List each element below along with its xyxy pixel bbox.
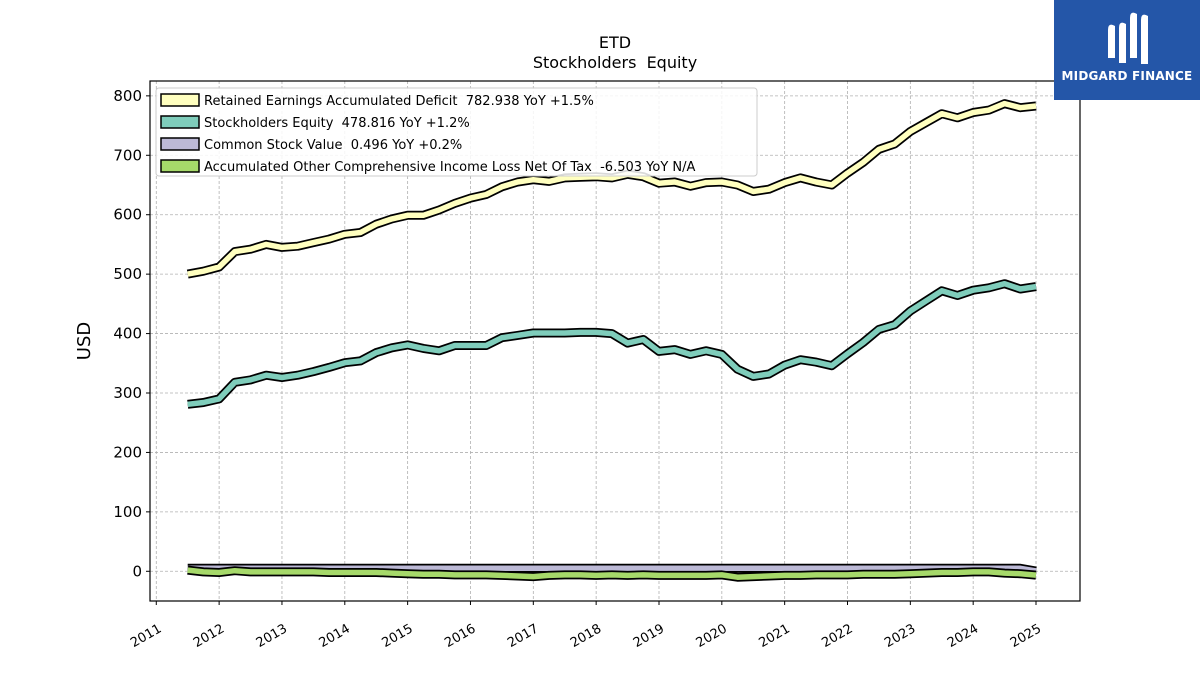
plot-frame	[149, 80, 1081, 602]
brand-logo: MIDGARD FINANCE	[1054, 0, 1200, 100]
x-tick-label: 2022	[819, 621, 855, 651]
legend-entry: Common Stock Value 0.496 YoY +0.2%	[204, 138, 462, 153]
x-tick-label: 2021	[757, 621, 793, 651]
x-tick-label: 2018	[568, 621, 604, 651]
x-tick-label: 2024	[945, 621, 981, 651]
legend-entry: Accumulated Other Comprehensive Income L…	[204, 160, 695, 175]
x-tick-label: 2017	[505, 621, 541, 651]
legend-box	[155, 87, 758, 177]
midgard-finance-logo-icon	[1108, 12, 1148, 65]
x-tick-label: 2012	[191, 621, 227, 651]
x-tick-label: 2025	[1008, 621, 1044, 651]
y-tick-label: 100	[113, 503, 142, 521]
y-axis-label: USD	[74, 322, 95, 360]
series-line	[187, 280, 1037, 408]
x-tick-label: 2013	[254, 621, 290, 651]
y-tick-label: 400	[113, 325, 142, 343]
y-tick-label: 800	[113, 87, 142, 105]
x-axis: 2011 2012 2013 2014 2015 2016 2017 2018 2019 2020…	[128, 601, 1044, 651]
y-tick-label: 200	[113, 443, 142, 461]
x-tick-label: 2019	[631, 621, 667, 651]
legend-swatch	[160, 115, 200, 129]
x-tick-label: 2015	[379, 621, 415, 651]
legend-entry: Stockholders Equity 478.816 YoY +1.2%	[204, 116, 470, 131]
series-line	[187, 100, 1037, 277]
legend-swatch	[160, 137, 200, 151]
chart-subtitle: Stockholders Equity	[533, 53, 697, 72]
x-tick-label: 2011	[128, 621, 164, 651]
chart-title: ETD	[599, 33, 631, 52]
y-tick-label: 500	[113, 265, 142, 283]
legend-swatch	[160, 93, 200, 107]
x-tick-label: 2020	[694, 621, 730, 651]
brand-name: MIDGARD FINANCE	[1061, 69, 1193, 83]
y-tick-label: 700	[113, 146, 142, 164]
x-tick-label: 2023	[882, 621, 918, 651]
y-tick-label: 300	[113, 384, 142, 402]
y-axis: 0 100 200 300 400 500 600 700 800	[113, 87, 150, 580]
x-tick-label: 2014	[317, 621, 353, 651]
legend-swatch	[160, 159, 200, 173]
legend-entry: Retained Earnings Accumulated Deficit 78…	[204, 94, 594, 109]
x-tick-label: 2016	[442, 621, 478, 651]
legend: Retained Earnings Accumulated Deficit 78…	[155, 87, 758, 177]
series-line-outline	[187, 279, 1037, 409]
series-layer	[186, 99, 1037, 582]
y-tick-label: 600	[113, 206, 142, 224]
y-tick-label: 0	[132, 562, 142, 580]
series-line	[187, 567, 1037, 580]
